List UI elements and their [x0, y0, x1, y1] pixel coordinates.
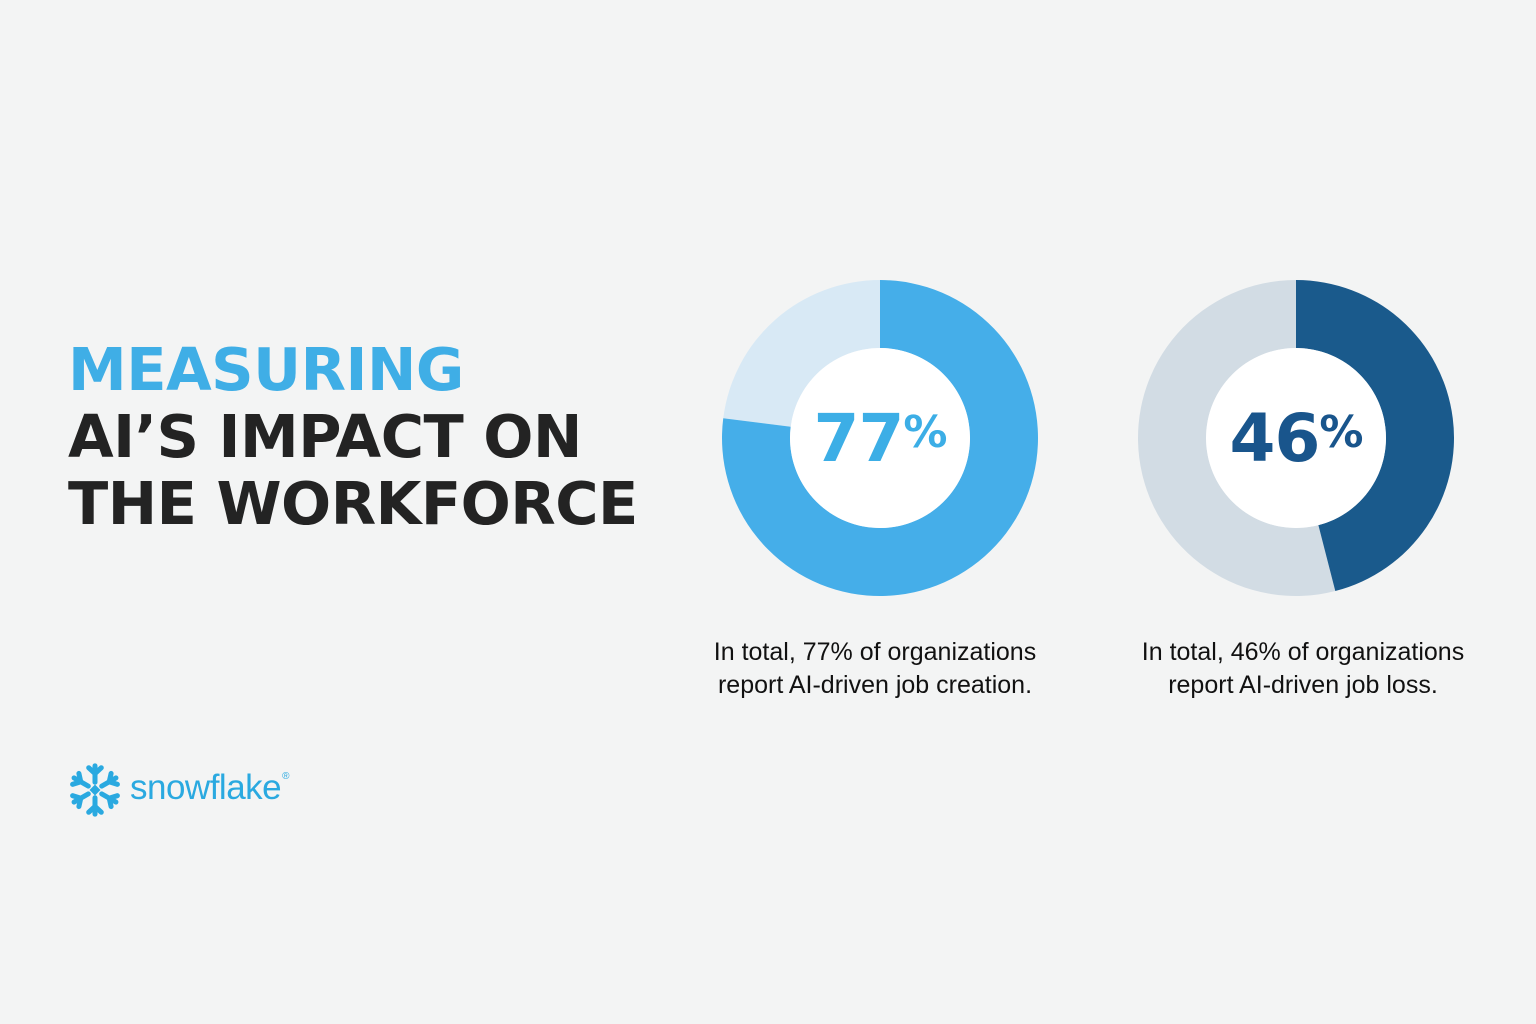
title-line-measuring: MEASURING	[68, 335, 464, 404]
job-loss-donut-svg	[1138, 280, 1454, 596]
job-loss-caption: In total, 46% of organizations report AI…	[1103, 636, 1503, 702]
job-creation-caption-line1: In total, 77% of organizations	[713, 638, 1037, 666]
job-loss-percent-symbol: %	[1319, 406, 1363, 458]
page-title: MEASURING AI’S IMPACT ON THE WORKFORCE	[68, 336, 688, 537]
job-loss-percent-label: 46%	[1229, 399, 1364, 477]
job-creation-percent-value: 77	[813, 399, 905, 477]
job-loss-remainder-slice	[1138, 280, 1336, 596]
job-creation-donut-center: 77%	[790, 348, 970, 528]
job-loss-caption-line2: report AI-driven job loss.	[1168, 671, 1438, 699]
snowflake-logo: snowflake ®	[66, 760, 290, 820]
snowflake-wordmark: snowflake	[130, 768, 282, 807]
job-creation-donut-hole	[790, 348, 970, 528]
job-loss-donut-chart: 46%	[1138, 280, 1454, 596]
job-loss-caption-line1: In total, 46% of organizations	[1141, 638, 1465, 666]
title-line-workforce: THE WORKFORCE	[68, 469, 638, 538]
job-loss-donut-hole	[1206, 348, 1386, 528]
job-loss-value-slice	[1296, 280, 1454, 592]
title-line-impact: AI’S IMPACT ON	[68, 402, 582, 471]
job-creation-percent-label: 77%	[813, 399, 948, 477]
job-loss-percent-value: 46	[1229, 399, 1321, 477]
job-creation-caption-line2: report AI-driven job creation.	[717, 671, 1033, 699]
snowflake-icon	[66, 763, 124, 819]
job-creation-donut-chart: 77%	[722, 280, 1038, 596]
job-creation-percent-symbol: %	[903, 406, 947, 458]
job-creation-caption: In total, 77% of organizations report AI…	[675, 636, 1075, 702]
job-creation-remainder-slice	[723, 280, 880, 427]
job-creation-value-slice	[722, 280, 1038, 596]
job-creation-donut-svg	[722, 280, 1038, 596]
registered-mark: ®	[282, 770, 290, 782]
job-loss-donut-center: 46%	[1206, 348, 1386, 528]
